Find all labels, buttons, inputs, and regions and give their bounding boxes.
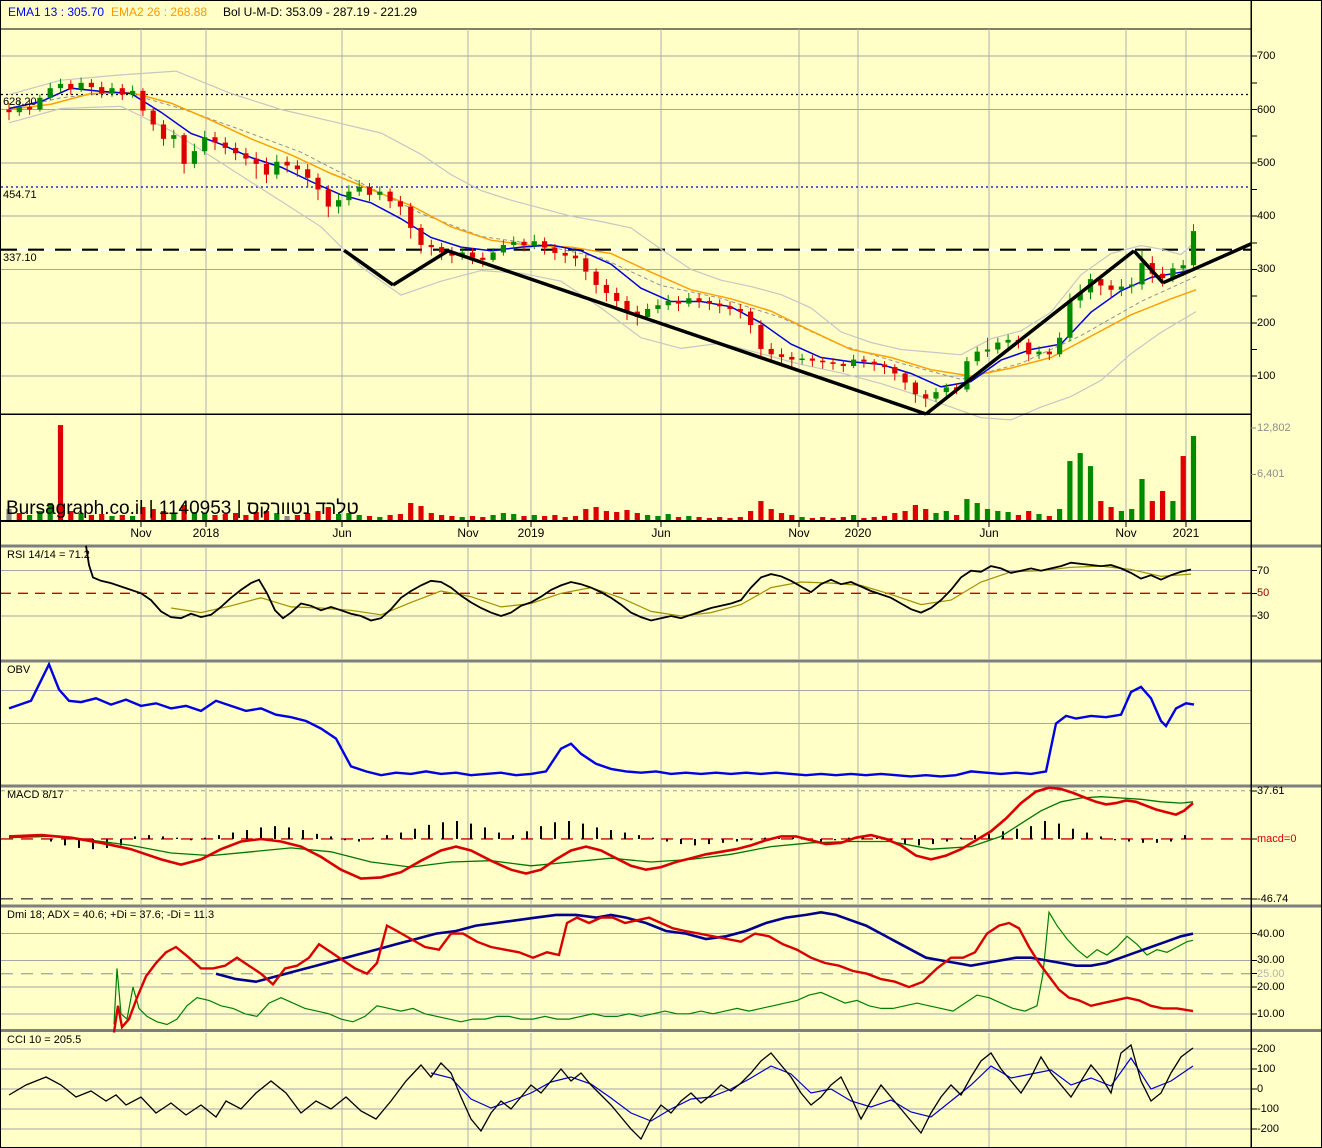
legend-ema1: EMA1 13 : 305.70 — [8, 5, 105, 19]
price-axis-label: 500 — [1257, 156, 1276, 169]
obv-panel-title: OBV — [7, 664, 31, 676]
cci-axis-label: 100 — [1257, 1063, 1276, 1075]
rsi-panel-title: RSI 14/14 = 71.2 — [7, 549, 90, 561]
dmi-axis-label: 20.00 — [1257, 981, 1285, 994]
dmi-axis-label: 25.00 — [1257, 967, 1285, 980]
x-axis-label: Nov — [788, 526, 810, 540]
rsi-axis-label: 30 — [1257, 609, 1270, 622]
rsi-axis-label: 50 — [1257, 587, 1270, 600]
macd-axis-label: -46.74 — [1257, 892, 1289, 905]
cci-axis-label: 200 — [1257, 1043, 1276, 1055]
dmi-axis-label: 10.00 — [1257, 1007, 1285, 1020]
cci-axis-label: 0 — [1257, 1083, 1264, 1095]
legend-bollinger: Bol U-M-D: 353.09 - 287.19 - 221.29 — [223, 5, 418, 19]
x-axis-label: Jun — [979, 526, 999, 540]
x-axis-label: 2021 — [1172, 526, 1200, 540]
macd-axis-label: macd=0 — [1257, 832, 1297, 845]
dmi-axis-label: 40.00 — [1257, 927, 1285, 940]
x-axis-label: Jun — [332, 526, 352, 540]
x-axis-label: Nov — [1115, 526, 1137, 540]
legend-ema2: EMA2 26 : 268.88 — [111, 5, 208, 19]
x-axis-label: 2019 — [517, 526, 545, 540]
x-axis-label: Nov — [130, 526, 152, 540]
x-axis-label: 2018 — [192, 526, 220, 540]
price-axis-label: 300 — [1257, 263, 1276, 276]
dmi-panel-title: Dmi 18; ADX = 40.6; +Di = 37.6; -Di = 11… — [7, 909, 215, 921]
x-axis-label: 2020 — [844, 526, 872, 540]
cci-panel-title: CCI 10 = 205.5 — [7, 1034, 82, 1046]
price-axis-label: 700 — [1257, 50, 1276, 63]
price-axis-label: 200 — [1257, 316, 1276, 329]
x-axis-label: Jun — [651, 526, 671, 540]
dmi-axis-label: 30.00 — [1257, 954, 1285, 967]
macd-panel-title: MACD 8/17 — [7, 789, 64, 801]
watermark-branding: Bursagraph.co.il | 1140953 | טלרד נטוורק… — [6, 498, 359, 519]
price-ref-label: 628.20 — [3, 96, 37, 109]
volume-axis-label: 6,401 — [1257, 468, 1285, 481]
cci-axis-label: -100 — [1257, 1103, 1280, 1115]
price-axis-label: 400 — [1257, 210, 1276, 223]
volume-axis-label: 12,802 — [1257, 421, 1291, 434]
macd-axis-label: 37.61 — [1257, 784, 1285, 797]
price-axis-label: 100 — [1257, 370, 1276, 383]
cci-axis-label: -200 — [1257, 1123, 1280, 1135]
price-ref-label: 337.10 — [3, 251, 37, 264]
rsi-axis-label: 70 — [1257, 564, 1270, 577]
price-ref-label: 454.71 — [3, 188, 37, 201]
price-axis-label: 600 — [1257, 103, 1276, 116]
x-axis-label: Nov — [457, 526, 479, 540]
